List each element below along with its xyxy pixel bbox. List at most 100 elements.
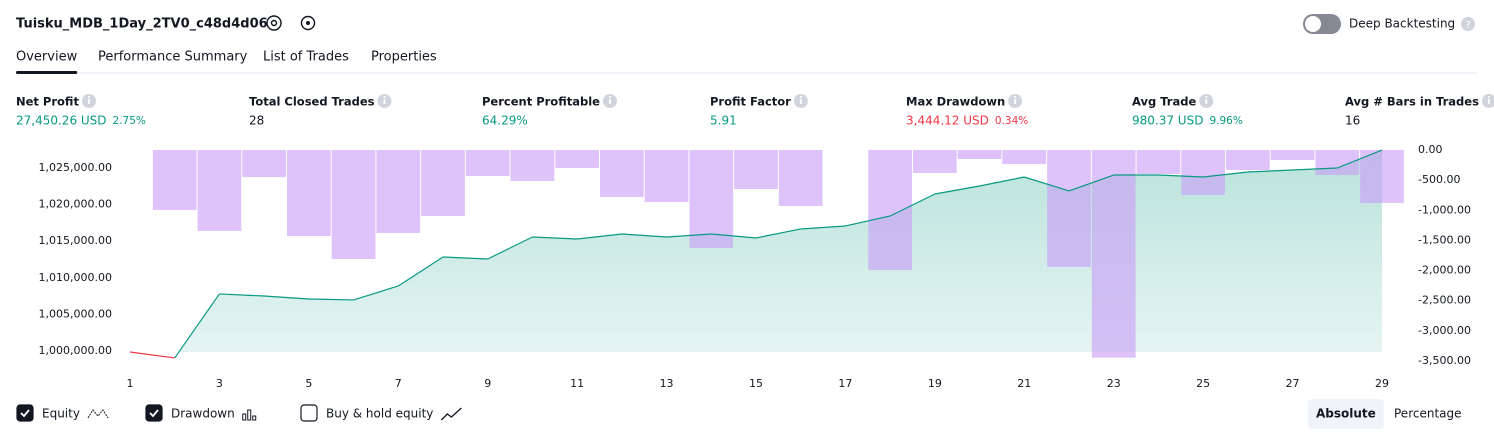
- checkbox[interactable]: [16, 404, 34, 422]
- y2-tick-label: -2,000.00: [1418, 264, 1471, 277]
- stat-label: Avg Trade: [1132, 95, 1196, 109]
- equity-line-segment: [1247, 169, 1293, 173]
- info-icon-dot: [609, 96, 611, 98]
- equity-line-segment: [711, 233, 757, 239]
- checkbox[interactable]: [300, 404, 318, 422]
- info-icon-glyph: [609, 99, 611, 104]
- drawdown-bar: [1270, 150, 1315, 161]
- legend-label: Buy & hold equity: [326, 407, 433, 421]
- equity-line-segment: [1337, 149, 1383, 169]
- drawdown-bar: [1226, 150, 1270, 171]
- equity-line-segment: [621, 233, 667, 238]
- drawdown-bar: [376, 150, 421, 233]
- snapshot-icon[interactable]: [300, 15, 316, 31]
- stat-value: 5.91: [710, 114, 737, 128]
- settings-icon[interactable]: [266, 15, 282, 31]
- y-tick-label: 1,015,000.00: [39, 234, 112, 247]
- x-tick-label: 1: [127, 377, 134, 390]
- x-tick-label: 21: [1017, 377, 1031, 390]
- equity-line-segment: [755, 228, 801, 239]
- equity-line-segment: [845, 215, 891, 227]
- active-tab-underline: [16, 71, 78, 74]
- equity-line-segment: [487, 236, 533, 260]
- equity-line-segment: [532, 236, 578, 240]
- stat-label: Profit Factor: [710, 95, 791, 109]
- x-tick-label: 3: [216, 377, 223, 390]
- stat-value: 16: [1345, 114, 1360, 128]
- tab[interactable]: Properties: [371, 50, 437, 65]
- y2-tick-label: -500.00: [1418, 173, 1460, 186]
- drawdown-bar: [287, 150, 331, 236]
- info-icon-dot: [383, 96, 386, 98]
- equity-line-segment: [800, 225, 846, 230]
- checkmark: [149, 409, 159, 418]
- stats: Net Profit 27,450.26 USD 2.75% Total Closed…: [16, 94, 1494, 128]
- x-tick-label: 13: [660, 377, 674, 390]
- equity-line-segment: [1068, 174, 1114, 192]
- x-tick-label: 19: [928, 377, 942, 390]
- legend: Equity Drawdown Buy & hold equity Absolute P…: [16, 399, 1462, 429]
- stat-label: Total Closed Trades: [249, 95, 375, 109]
- drawdown-bar: [913, 150, 957, 173]
- info-icon-dot: [1205, 96, 1208, 98]
- equity-line-segment: [353, 285, 399, 301]
- y2-tick-label: -3,000.00: [1418, 324, 1471, 337]
- equity-line-segment: [1292, 167, 1338, 171]
- equity-line-segment: [1203, 171, 1248, 178]
- stat-sub: 0.34%: [995, 115, 1028, 127]
- tabs: Overview Performance Summary List of Trade…: [16, 50, 437, 74]
- y-tick-label: 1,025,000.00: [39, 161, 112, 174]
- stat-label: Max Drawdown: [906, 95, 1005, 109]
- scale-button[interactable]: [1308, 399, 1384, 429]
- toggle-knob: [1305, 16, 1321, 32]
- legend-icon: [247, 409, 252, 421]
- equity-line-segment: [577, 233, 622, 240]
- equity-line-segment: [174, 293, 220, 359]
- legend-label: Equity: [42, 407, 80, 421]
- scale-button-label[interactable]: Percentage: [1394, 407, 1462, 421]
- equity-line-segment: [397, 256, 444, 287]
- legend-icon: [252, 415, 257, 421]
- info-icon-glyph: [1488, 99, 1490, 104]
- drawdown-bar: [510, 150, 555, 181]
- drawdown-bar: [555, 150, 599, 168]
- x-tick-label: 25: [1196, 377, 1210, 390]
- drawdown-bar: [868, 150, 912, 270]
- y-tick-label: 1,000,000.00: [39, 344, 112, 357]
- drawdown-bar: [1002, 150, 1047, 164]
- x-tick-label: 17: [838, 377, 852, 390]
- equity-line-segment: [666, 233, 712, 238]
- tab[interactable]: List of Trades: [263, 50, 349, 65]
- tab[interactable]: Overview: [16, 50, 78, 65]
- drawdown-bar: [197, 150, 242, 231]
- equity-line-segment: [442, 256, 488, 260]
- info-icon-glyph: [88, 99, 90, 104]
- checkbox[interactable]: [145, 404, 163, 422]
- legend-icon: [242, 413, 247, 421]
- y2-tick-label: -1,000.00: [1418, 203, 1471, 216]
- drawdown-bar: [734, 150, 778, 190]
- help-icon[interactable]: [1461, 17, 1475, 31]
- drawdown-bar: [421, 150, 465, 217]
- toggle-label: Deep Backtesting: [1349, 17, 1455, 31]
- legend-label: Drawdown: [171, 407, 235, 421]
- drawdown-bar: [242, 150, 286, 178]
- stat-value: 27,450.26 USD: [16, 114, 107, 128]
- chart: 1,000,000.00 1,005,000.00 1,010,000.00 1,01…: [39, 143, 1471, 390]
- scale-button-label[interactable]: Absolute: [1316, 407, 1376, 421]
- info-icon-glyph: [799, 99, 802, 104]
- tab[interactable]: Performance Summary: [98, 50, 248, 65]
- legend-icon: [87, 409, 109, 419]
- y2-tick-label: -2,500.00: [1418, 294, 1471, 307]
- y2-tick-label: 0.00: [1418, 143, 1443, 156]
- drawdown-bar: [957, 150, 1002, 159]
- info-icon[interactable]: [1481, 94, 1494, 108]
- info-icon-dot: [1488, 96, 1490, 98]
- info-icon-dot: [1014, 96, 1017, 98]
- y-tick-label: 1,005,000.00: [39, 307, 112, 320]
- equity-line-segment: [1024, 176, 1070, 192]
- stat-value: 980.37 USD: [1132, 114, 1203, 128]
- equity-line-segment: [219, 293, 265, 297]
- equity-line-segment: [129, 351, 175, 359]
